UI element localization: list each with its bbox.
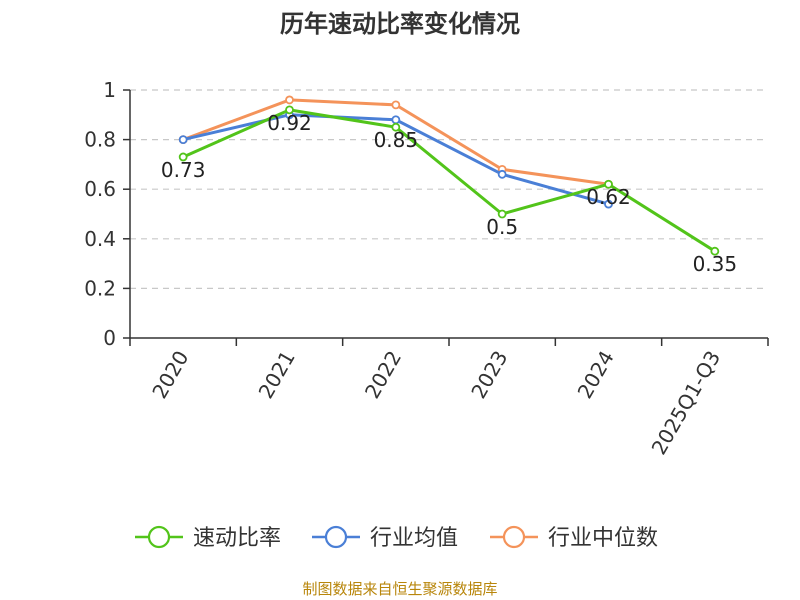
source-note: 制图数据来自恒生聚源数据库 (302, 580, 498, 598)
data-point (604, 199, 613, 209)
legend-label: 行业中位数 (548, 526, 658, 551)
x-tick-label: 2022 (360, 347, 406, 403)
x-tick-label: 2025Q1-Q3 (646, 347, 725, 459)
legend-label: 速动比率 (193, 526, 281, 551)
data-point (391, 100, 401, 110)
data-point (285, 105, 294, 115)
legend-swatch-marker (147, 525, 171, 549)
data-point (391, 115, 401, 125)
grid-layer (130, 89, 768, 289)
data-point (497, 209, 507, 219)
data-point (178, 135, 188, 145)
y-tick-label: 0.2 (84, 276, 116, 300)
data-point (604, 179, 613, 189)
data-point (710, 246, 720, 256)
data-point (497, 169, 507, 179)
y-tick-label: 0.6 (84, 177, 116, 201)
y-tick-label: 0.8 (84, 128, 116, 152)
x-tick-label: 2024 (573, 347, 619, 403)
data-label: 0.5 (486, 215, 518, 239)
axis-layer: 0 0.2 0.4 0.6 0.8 1 2020 2021 2022 2023 2024 2025Q1… (84, 78, 769, 459)
data-point (391, 122, 401, 132)
y-tick-label: 0.4 (84, 227, 116, 251)
data-point (178, 152, 188, 162)
chart-title: 历年速动比率变化情况 (280, 10, 520, 38)
legend-swatch-marker (324, 525, 348, 549)
y-tick-label: 1 (103, 78, 116, 102)
x-tick-label: 2020 (147, 347, 193, 403)
y-tick-label: 0 (103, 326, 116, 350)
data-label: 0.35 (693, 252, 738, 276)
data-label: 0.85 (374, 128, 419, 152)
series-line (182, 108, 716, 253)
data-label-layer: 0.73 0.92 0.85 0.5 0.62 0.35 (161, 111, 737, 276)
data-point (285, 95, 294, 105)
data-label: 0.73 (161, 158, 206, 182)
data-label: 0.62 (586, 185, 631, 209)
series-layer (178, 95, 720, 256)
x-tick-label: 2021 (254, 347, 300, 403)
legend-swatch-marker (502, 525, 526, 549)
legend-label: 行业均值 (370, 526, 458, 551)
data-label: 0.92 (267, 111, 312, 135)
x-tick-label: 2023 (466, 346, 512, 402)
legend: 速动比率 行业均值 行业中位数 (135, 525, 658, 551)
